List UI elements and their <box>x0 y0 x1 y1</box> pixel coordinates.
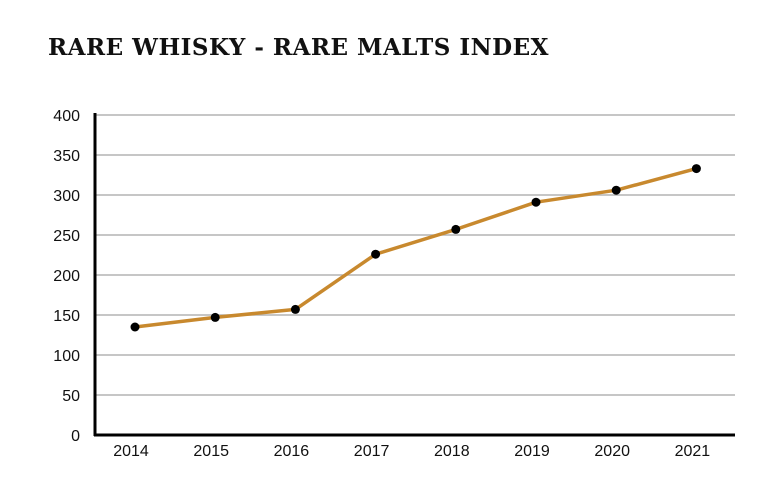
y-tick-label: 200 <box>53 268 80 285</box>
y-tick-label: 250 <box>53 228 80 245</box>
data-point-2016 <box>290 304 300 314</box>
data-point-2014 <box>130 322 140 332</box>
y-tick-label: 150 <box>53 308 80 325</box>
data-point-2021 <box>691 164 701 174</box>
y-axis-tick-labels: 0 50 100 150 200 250 300 350 400 <box>53 108 80 445</box>
series-group <box>130 164 701 332</box>
y-tick-label: 400 <box>53 108 80 125</box>
x-tick-label: 2017 <box>354 443 390 460</box>
y-tick-label: 350 <box>53 148 80 165</box>
x-tick-label: 2021 <box>675 443 711 460</box>
data-point-2017 <box>371 249 381 259</box>
chart-title: RARE WHISKY - RARE MALTS INDEX <box>48 34 549 61</box>
x-tick-label: 2016 <box>274 443 310 460</box>
y-tick-label: 100 <box>53 348 80 365</box>
x-tick-label: 2015 <box>193 443 229 460</box>
y-tick-label: 50 <box>62 388 80 405</box>
x-tick-label: 2020 <box>594 443 630 460</box>
x-axis-tick-labels: 2014 2015 2016 2017 2018 2019 2020 2021 <box>113 443 710 460</box>
x-tick-label: 2018 <box>434 443 470 460</box>
data-point-2020 <box>611 185 621 195</box>
series-line <box>134 166 697 329</box>
data-point-2015 <box>210 312 220 322</box>
x-tick-label: 2014 <box>113 443 149 460</box>
data-point-2019 <box>531 197 541 207</box>
y-tick-label: 300 <box>53 188 80 205</box>
grid-lines <box>95 114 735 396</box>
y-tick-label: 0 <box>71 428 80 445</box>
data-point-2018 <box>451 224 461 234</box>
x-tick-label: 2019 <box>514 443 550 460</box>
